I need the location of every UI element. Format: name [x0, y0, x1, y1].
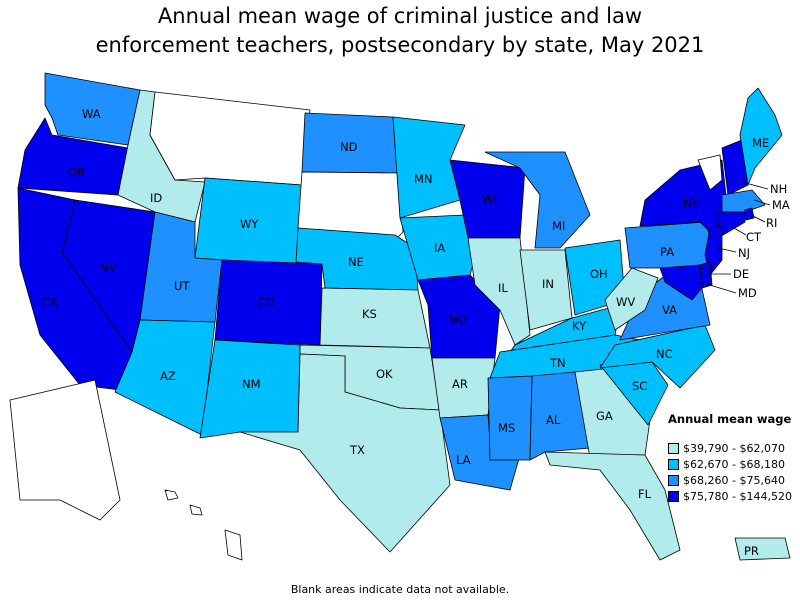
state-label-pa: PA: [660, 245, 674, 259]
state-label-al: AL: [546, 413, 561, 427]
legend-item: $75,780 - $144,520: [668, 488, 800, 504]
legend-label: $68,260 - $75,640: [683, 473, 785, 487]
state-hi: [164, 489, 243, 561]
state-label-de: DE: [733, 267, 749, 281]
state-label-wv: WV: [616, 295, 635, 309]
state-me: [739, 87, 783, 186]
legend-swatch: [668, 458, 679, 470]
legend-swatch: [668, 442, 679, 454]
us-choropleth-map: WA OR CA NV ID WY UT CO AZ NM ND NE KS O…: [9, 72, 791, 561]
state-label-ia: IA: [434, 241, 445, 255]
state-ma: [721, 189, 766, 213]
legend-item: $39,790 - $62,070: [668, 440, 800, 456]
state-az: [114, 319, 216, 436]
state-label-mi: MI: [552, 219, 565, 233]
state-wv: [604, 267, 659, 331]
state-label-wi: WI: [482, 192, 497, 206]
map-title-line-2: enforcement teachers, postsecondary by s…: [95, 33, 705, 57]
leader-ma: [753, 199, 771, 206]
leader-md: [699, 281, 737, 294]
state-label-in: IN: [542, 277, 554, 291]
state-label-ma: MA: [772, 198, 790, 212]
legend-item: $68,260 - $75,640: [668, 472, 800, 488]
state-label-ky: KY: [572, 319, 587, 333]
legend-label: $75,780 - $144,520: [683, 489, 792, 503]
state-ak: [9, 379, 121, 521]
state-label-tn: TN: [549, 356, 566, 370]
state-label-ca: CA: [42, 295, 58, 309]
state-mt: [149, 91, 311, 186]
leader-ct: [733, 227, 747, 236]
state-label-ok: OK: [376, 367, 393, 381]
state-label-ny: NY: [683, 196, 700, 210]
state-md: [659, 264, 703, 301]
state-label-va: VA: [662, 303, 677, 317]
state-label-az: AZ: [160, 369, 176, 383]
state-label-ut: UT: [174, 279, 190, 293]
state-label-sc: SC: [632, 379, 647, 393]
state-label-ne: NE: [348, 255, 364, 269]
leader-ri: [750, 214, 766, 223]
map-legend: Annual mean wage $39,790 - $62,070 $62,6…: [668, 412, 800, 504]
state-ri: [744, 207, 755, 221]
state-tx: [239, 353, 451, 553]
state-label-md: MD: [738, 286, 757, 300]
state-label-ga: GA: [596, 409, 613, 423]
legend-swatch: [668, 490, 679, 502]
legend-title: Annual mean wage: [668, 412, 792, 426]
state-label-co: CO: [258, 295, 275, 309]
state-vt: [697, 154, 723, 191]
state-fl: [544, 451, 681, 561]
state-label-tx: TX: [349, 443, 365, 457]
legend-label: $39,790 - $62,070: [683, 441, 785, 455]
legend-swatch: [668, 474, 679, 486]
state-label-nd: ND: [340, 140, 358, 154]
state-label-ks: KS: [362, 307, 377, 321]
leader-nj: [717, 247, 737, 253]
footnote: Blank areas indicate data not available.: [290, 583, 510, 596]
state-label-wy: WY: [240, 217, 259, 231]
state-al: [529, 371, 591, 461]
state-label-ct: CT: [746, 230, 762, 244]
state-label-id: ID: [150, 191, 162, 205]
state-label-mn: MN: [414, 172, 433, 186]
state-label-pr: PR: [744, 544, 759, 558]
state-label-il: IL: [498, 281, 508, 295]
leader-nh: [741, 181, 769, 190]
state-label-la: LA: [456, 453, 471, 467]
state-label-nj: NJ: [738, 246, 750, 260]
state-label-or: OR: [68, 165, 85, 179]
state-label-fl: FL: [638, 487, 652, 501]
state-label-ar: AR: [452, 377, 468, 391]
state-label-oh: OH: [590, 267, 608, 281]
state-sd: [297, 171, 404, 241]
state-label-mo: MO: [448, 313, 467, 327]
state-label-nv: NV: [100, 261, 117, 275]
state-label-nm: NM: [242, 377, 261, 391]
state-label-ms: MS: [498, 421, 515, 435]
state-ms: [487, 375, 533, 461]
state-label-nh: NH: [770, 182, 787, 196]
state-label-me: ME: [752, 136, 769, 150]
state-label-nc: NC: [656, 347, 673, 361]
state-label-ri: RI: [766, 216, 777, 230]
legend-label: $62,670 - $68,180: [683, 457, 785, 471]
map-title: Annual mean wage of criminal justice and…: [0, 2, 800, 60]
legend-item: $62,670 - $68,180: [668, 456, 800, 472]
map-title-line-1: Annual mean wage of criminal justice and…: [157, 4, 643, 28]
state-label-wa: WA: [82, 107, 101, 121]
state-pr: [734, 537, 791, 561]
state-mi: [484, 151, 591, 249]
